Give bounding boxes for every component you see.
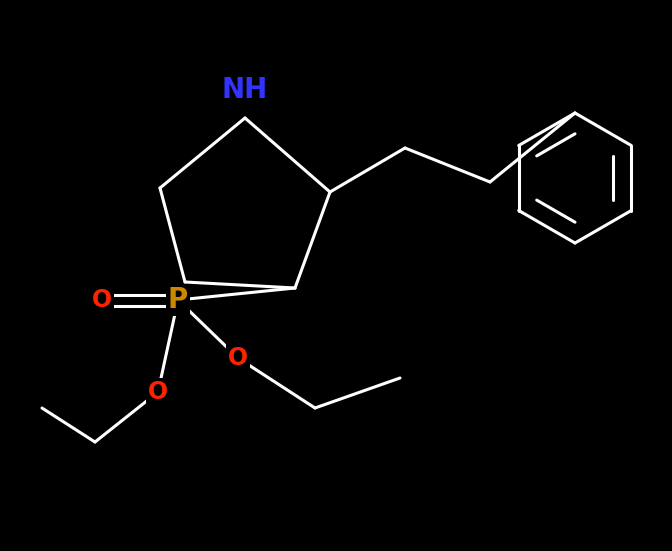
Text: O: O [148,380,168,404]
Text: O: O [228,346,248,370]
Text: P: P [168,286,188,314]
Text: NH: NH [222,76,268,104]
Text: O: O [92,288,112,312]
